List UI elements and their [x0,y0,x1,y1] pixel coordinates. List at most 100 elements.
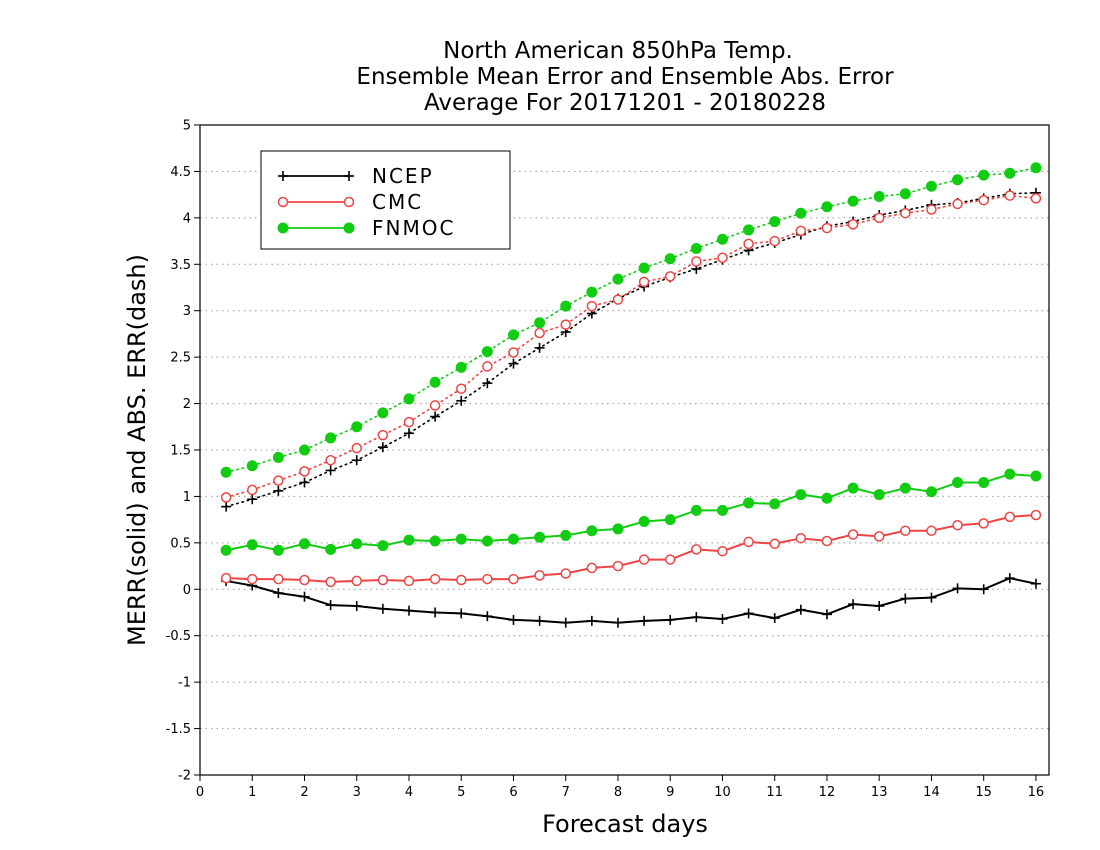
fnmoc-mean-error-point [821,492,833,504]
fnmoc-abs-error-point [246,460,258,472]
cmc-abs-error-point [926,204,937,215]
fnmoc-mean-error-point [560,529,572,541]
fnmoc-abs-error-point [716,233,728,245]
legend-marker-fnmoc [277,222,289,234]
ncep-abs-error-point [534,342,545,353]
ncep-abs-error-point [325,465,336,476]
ncep-mean-error-point [482,611,493,622]
legend-marker-cmc [277,196,289,208]
fnmoc-abs-error-point [351,421,363,433]
fnmoc-mean-error-point [952,477,964,488]
ncep-abs-error-point [430,411,441,422]
y-tick-label: 0 [183,583,191,598]
ncep-abs-error-point [456,395,467,406]
cmc-mean-error-point [952,519,963,531]
cmc-mean-error-point [769,538,780,550]
cmc-mean-error-point [220,572,232,584]
fnmoc-abs-error-point [1030,162,1042,174]
chart-title-line-3: Average For 20171201 - 20180228 [424,90,826,116]
y-tick-label: 1 [183,490,191,505]
fnmoc-mean-error-point [429,535,441,547]
legend-item-ncep: NCEP [278,164,432,188]
cmc-mean-error-point [1004,511,1016,523]
fnmoc-abs-error-point [560,300,572,312]
legend-label-cmc: CMC [372,190,423,214]
fnmoc-abs-error-point [1004,167,1016,179]
ncep-abs-error-point [403,428,414,439]
fnmoc-abs-error-point [586,286,598,298]
cmc-mean-error-point [246,573,258,585]
fnmoc-abs-error-point [952,174,964,186]
x-tick-label: 16 [1028,785,1045,800]
fnmoc-mean-error-point [716,504,728,516]
legend-marker-fnmoc [343,222,355,234]
ncep-mean-error-point [612,617,623,628]
cmc-abs-error-point [612,294,624,305]
gridlines [200,170,1049,730]
fnmoc-mean-error-point [481,535,493,547]
fnmoc-abs-error-point [690,243,702,254]
fnmoc-mean-error-point [795,489,807,501]
fnmoc-mean-error-point [664,514,676,526]
legend-item-cmc: CMC [277,190,423,214]
cmc-abs-error-point [455,383,467,394]
ncep-abs-error-point [377,442,388,453]
fnmoc-mean-error-point [899,482,911,494]
fnmoc-abs-error-point [743,224,755,236]
series-layer [220,162,1042,628]
x-tick-label: 13 [871,785,888,800]
cmc-abs-error-point [586,300,598,312]
ncep-mean-error-point [639,615,650,626]
x-ticks: 0 1 2 3 4 5 6 7 8 9 10 11 12 13 14 15 16 [196,775,1044,800]
cmc-abs-error-point [1030,193,1042,204]
ncep-abs-error-point [247,494,258,505]
ncep-mean-error-point [848,599,859,610]
legend-box [260,150,511,250]
ncep-mean-error-point [560,617,571,628]
cmc-abs-error-point [691,256,702,267]
fnmoc-abs-error-point [873,191,885,202]
ncep-mean-error-point [900,593,911,604]
fnmoc-mean-error-point [847,482,859,494]
cmc-mean-error-point [377,574,389,586]
ncep-mean-error-point [586,615,597,626]
x-tick-label: 10 [714,785,731,800]
cmc-mean-error-point [299,574,310,586]
fnmoc-mean-error-point [220,544,232,556]
fnmoc-abs-error-point [325,432,337,444]
cmc-abs-error-point [508,347,519,358]
y-tick-label: 4.5 [170,165,191,180]
fnmoc-mean-error-point [978,477,990,488]
fnmoc-abs-error-point [298,444,310,456]
cmc-mean-error-point [325,576,336,588]
cmc-abs-error-point [743,238,754,250]
cmc-abs-error-point [429,400,441,411]
y-axis-label: MERR(solid) and ABS. ERR(dash) [123,254,151,646]
fnmoc-mean-error-point [455,533,467,545]
cmc-abs-error-point [717,252,728,264]
fnmoc-mean-error-point [769,498,781,510]
fnmoc-abs-error-point [664,253,676,265]
ncep-mean-error-point [403,605,414,616]
cmc-abs-error-point [299,466,310,477]
fnmoc-mean-error-point [1030,470,1042,482]
y-ticks: -2 -1.5 -1 -0.5 0 0.5 1 1.5 2 2.5 3 3.5 4 4.5 5 [166,119,200,784]
cmc-mean-error-point [508,573,519,585]
cmc-mean-error-point [821,535,833,547]
cmc-abs-error-point [325,454,336,466]
ncep-mean-error-point [1030,578,1041,589]
ncep-mean-error-point [273,588,284,598]
y-tick-label: -0.5 [166,629,191,644]
y-tick-label: 3.5 [170,258,191,273]
fnmoc-mean-error-point [743,497,755,509]
fnmoc-abs-error-point [847,195,859,207]
x-tick-label: 12 [819,785,836,800]
cmc-mean-error-point [717,545,728,557]
fnmoc-mean-error-point [403,534,415,546]
fnmoc-mean-error-point [638,516,650,527]
fnmoc-abs-error-point [481,346,493,358]
x-tick-label: 9 [666,785,674,800]
fnmoc-abs-error-point [978,169,990,181]
cmc-mean-error-point [612,560,624,572]
